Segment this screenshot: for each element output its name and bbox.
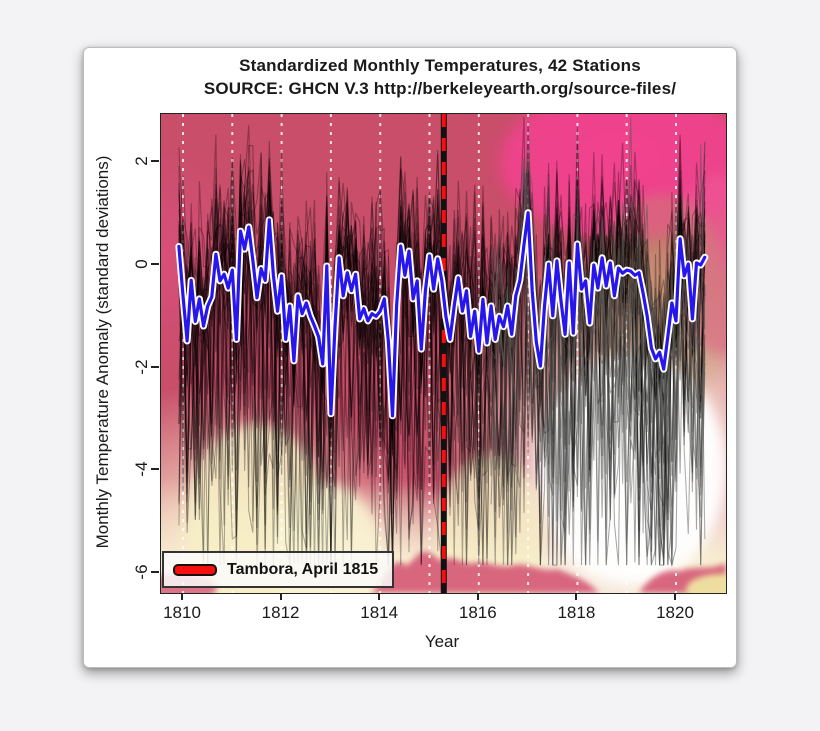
x-tick bbox=[476, 593, 479, 600]
y-tick-label: -4 bbox=[132, 461, 151, 477]
y-axis-title: Monthly Temperature Anomaly (standard de… bbox=[93, 155, 112, 549]
cream-flame-mid bbox=[436, 454, 546, 593]
y-tick bbox=[151, 365, 159, 368]
x-tick-label: 1820 bbox=[656, 603, 694, 622]
mean-line bbox=[177, 211, 707, 418]
x-tick bbox=[279, 593, 282, 600]
x-tick-label: 1816 bbox=[458, 603, 497, 622]
chart-title: Standardized Monthly Temperatures, 42 St… bbox=[239, 56, 641, 75]
x-tick-label: 1810 bbox=[163, 603, 201, 622]
legend-box: Tambora, April 1815 bbox=[162, 551, 394, 588]
x-tick bbox=[674, 593, 676, 600]
crimson-ridge-bottom bbox=[371, 551, 599, 593]
y-tick-label: -6 bbox=[132, 564, 151, 580]
y-tick-label: -2 bbox=[132, 359, 151, 375]
chart-svg bbox=[161, 114, 726, 593]
y-tick-label: 0 bbox=[132, 259, 151, 269]
x-tick-label: 1814 bbox=[360, 603, 399, 622]
x-axis-title: Year bbox=[424, 632, 460, 651]
y-tick bbox=[151, 263, 159, 265]
y-tick bbox=[151, 160, 159, 163]
x-tick bbox=[378, 593, 381, 600]
y-tick bbox=[151, 570, 159, 573]
plot-area bbox=[160, 113, 727, 594]
x-tick bbox=[181, 593, 183, 600]
legend-label: Tambora, April 1815 bbox=[227, 560, 379, 578]
x-tick-label: 1818 bbox=[557, 603, 596, 622]
x-tick bbox=[575, 593, 578, 600]
y-tick bbox=[151, 468, 159, 471]
station-line bbox=[490, 157, 706, 566]
yellow-corner bbox=[686, 574, 726, 593]
x-tick-label: 1812 bbox=[261, 603, 300, 622]
legend-red-dash-icon bbox=[173, 563, 217, 576]
chart-subtitle-source: SOURCE: GHCN V.3 http://berkeleyearth.or… bbox=[203, 79, 677, 98]
mean-line-group bbox=[175, 209, 709, 420]
y-tick-label: 2 bbox=[132, 156, 151, 167]
